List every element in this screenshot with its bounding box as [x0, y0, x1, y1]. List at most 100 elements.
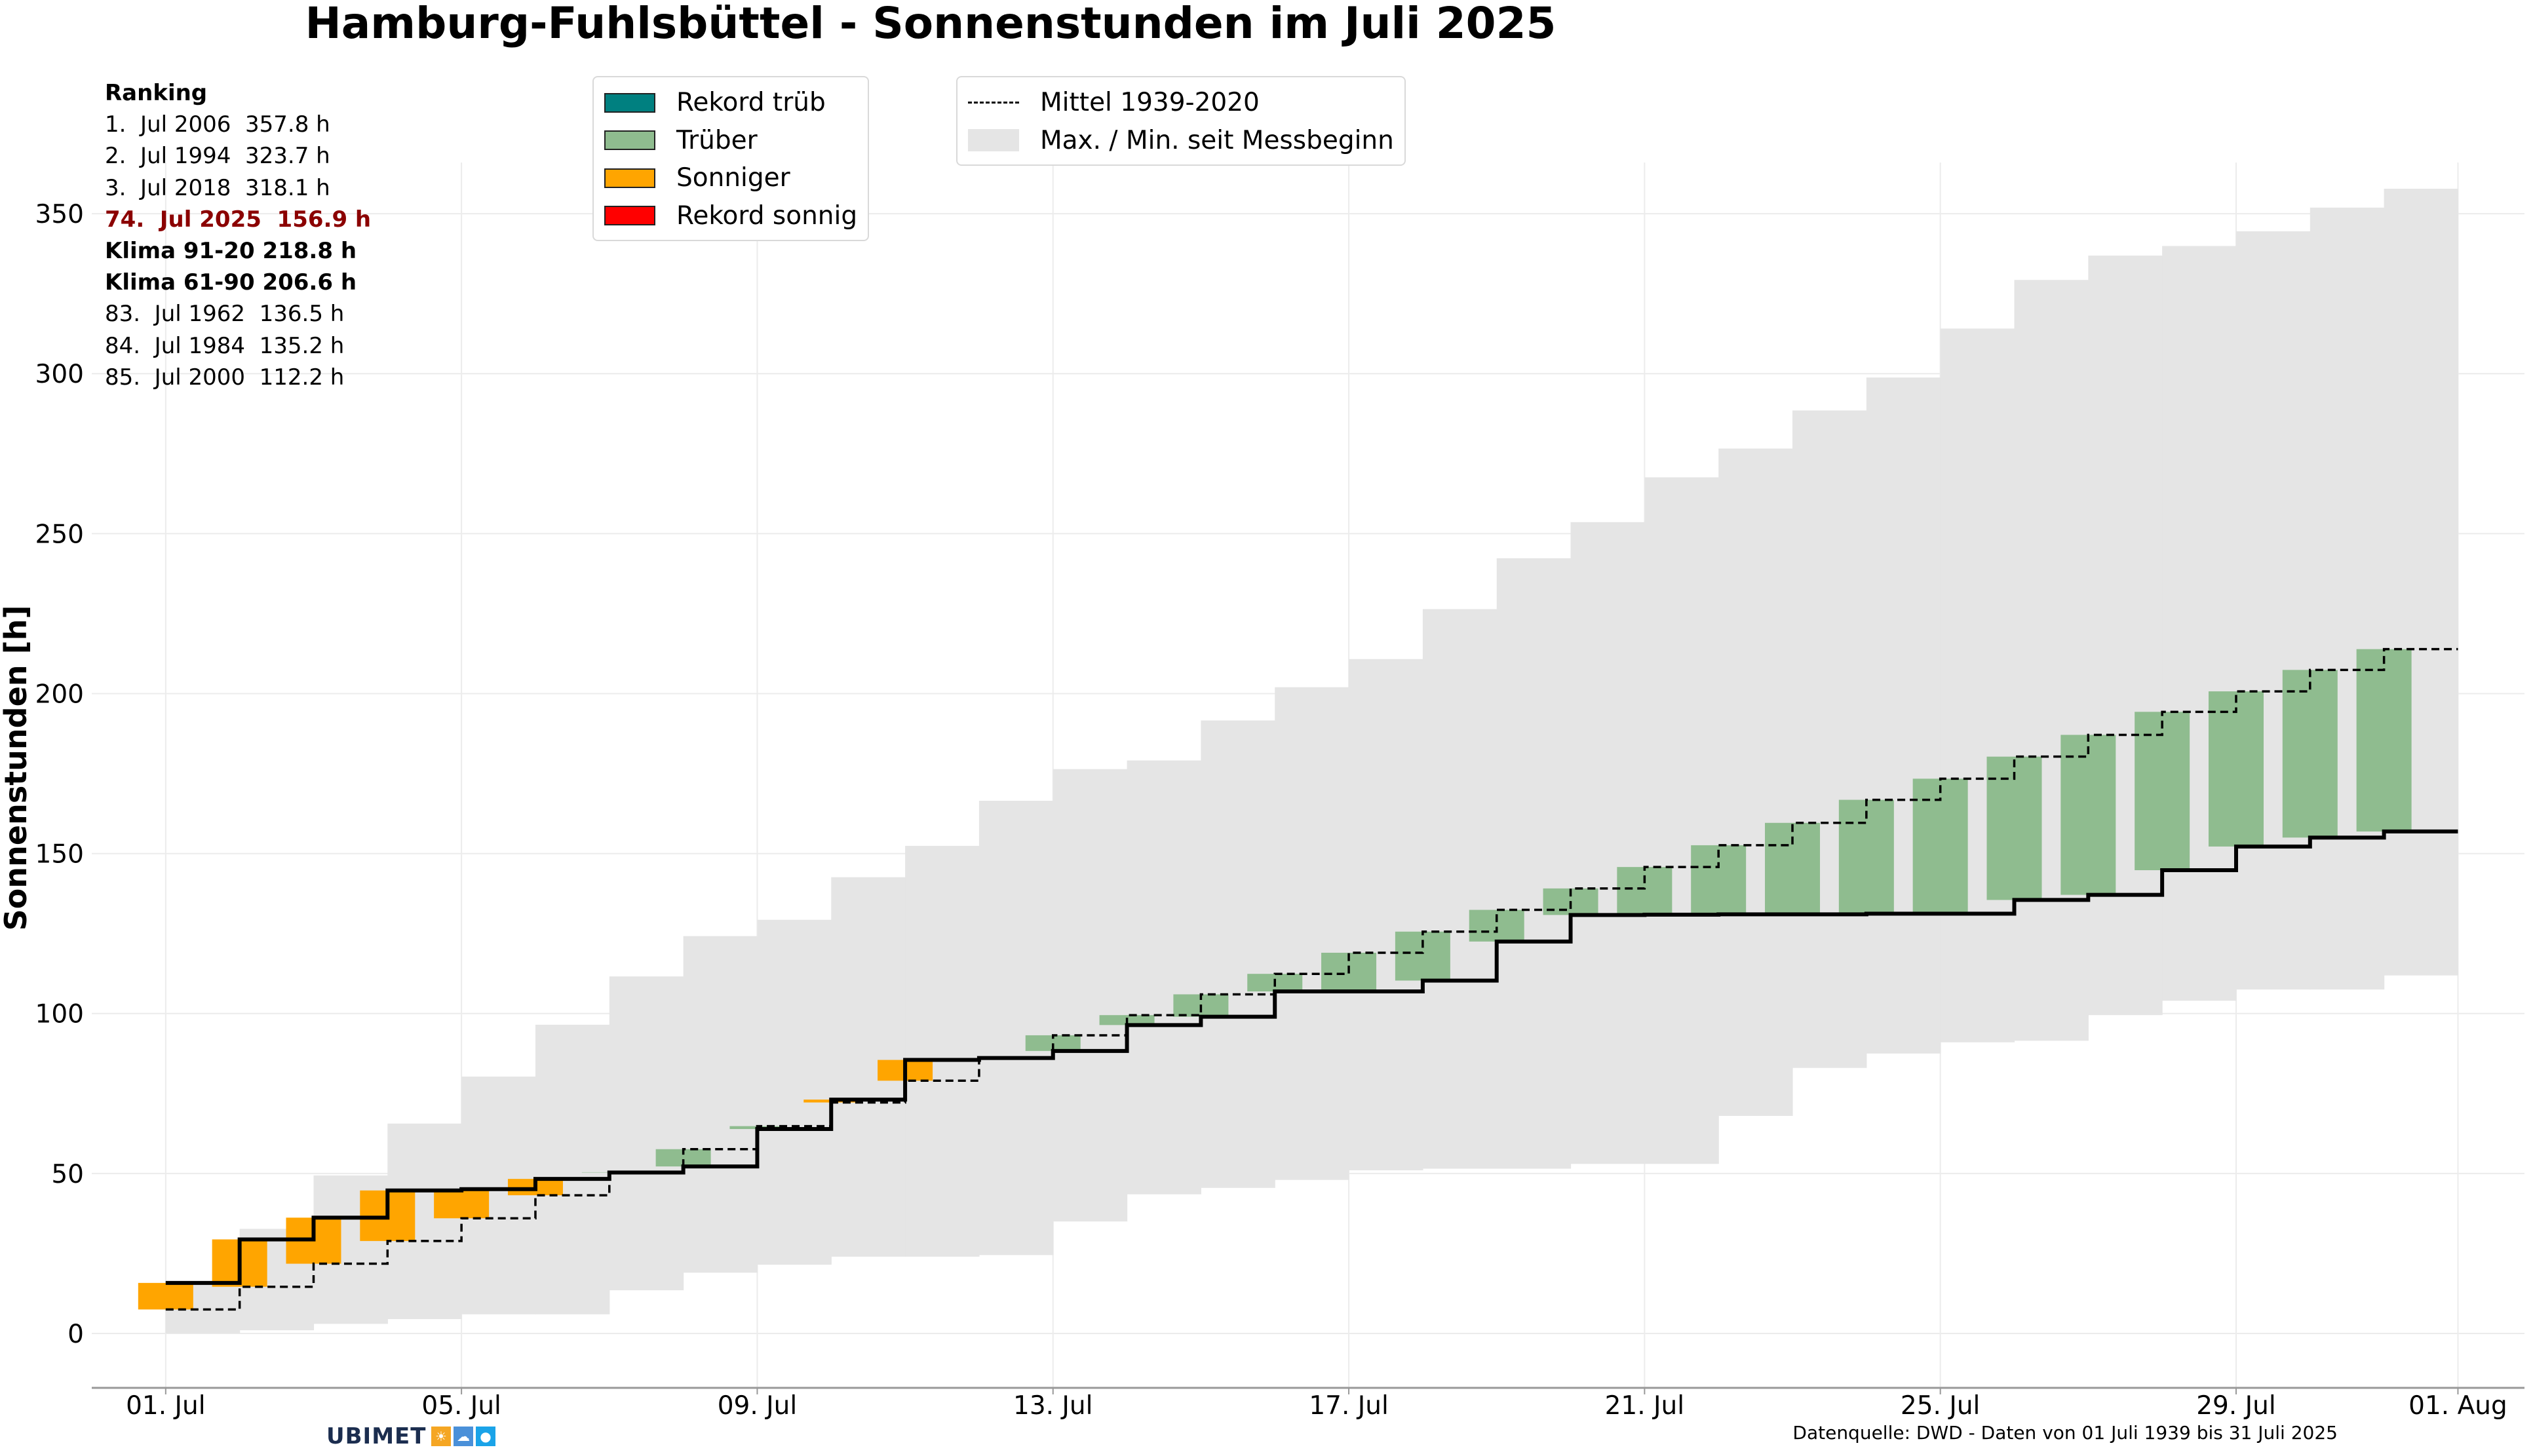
difference-bar — [138, 1282, 193, 1310]
band-segment — [1792, 410, 1867, 1068]
ranking-entry: 3. Jul 2018 318.1 h — [105, 174, 330, 201]
band-segment — [2162, 246, 2237, 1001]
y-tick-label: 300 — [35, 360, 84, 389]
x-tick-label: 05. Jul — [421, 1391, 501, 1421]
band-segment — [2310, 207, 2385, 990]
difference-bar — [2356, 649, 2412, 832]
ranking-entries: 1. Jul 2006 357.8 h 2. Jul 1994 323.7 h 3.… — [105, 109, 371, 393]
band-segment — [1275, 687, 1349, 1180]
difference-bar — [2135, 712, 2190, 871]
band-segment — [1422, 609, 1498, 1169]
y-tick-label: 100 — [35, 1000, 84, 1029]
axes: 0 50 100 150 200 250 300 350 01. Jul 05. Jul 09. J… — [35, 200, 2524, 1421]
y-tick-label: 0 — [68, 1320, 84, 1349]
difference-bar — [1617, 867, 1673, 915]
band-segment — [1053, 769, 1128, 1222]
actual-line — [165, 829, 2458, 1285]
band-segment — [609, 976, 684, 1291]
difference-bar — [2060, 735, 2116, 895]
band-segment — [2014, 280, 2089, 1041]
cloud-icon: ☁ — [454, 1427, 474, 1446]
legend-item-mittel: Mittel 1939-2020 — [968, 84, 1394, 122]
drop-icon: ● — [476, 1427, 496, 1446]
legend-item-rekord-sonnig: Rekord sonnig — [604, 197, 857, 235]
x-tick-label: 13. Jul — [1013, 1391, 1092, 1421]
band-segment — [1940, 328, 2015, 1043]
ranking-box: Ranking 1. Jul 2006 357.8 h 2. Jul 1994 3… — [105, 77, 371, 393]
band-segment — [1866, 377, 1941, 1054]
x-tick-label: 25. Jul — [1901, 1391, 1980, 1421]
legend-swatch-max-min — [968, 129, 1019, 152]
band-segment — [757, 919, 832, 1265]
x-tick-label: 29. Jul — [2196, 1391, 2275, 1421]
band-segment — [2088, 256, 2163, 1016]
difference-bar — [2208, 691, 2264, 847]
difference-bar — [1912, 778, 1968, 914]
legend-item-rekord-trueb: Rekord trüb — [604, 84, 857, 122]
legend-swatch-rekord-sonnig — [604, 206, 655, 226]
logo-text-ubi: UBI — [326, 1423, 372, 1449]
legend-label-sonniger: Sonniger — [676, 163, 790, 193]
legend-swatch-rekord-trueb — [604, 92, 655, 113]
legend-label-rekord-trueb: Rekord trüb — [676, 88, 826, 117]
x-tick-label: 01. Jul — [126, 1391, 205, 1421]
band-segment — [1127, 760, 1202, 1195]
chart-title: Hamburg-Fuhlsbüttel - Sonnenstunden im J… — [305, 0, 1557, 48]
y-tick-label: 250 — [35, 520, 84, 549]
legend-item-sonniger: Sonniger — [604, 159, 857, 197]
max-min-band — [165, 189, 2459, 1333]
legend-lines: Mittel 1939-2020 Max. / Min. seit Messbe… — [956, 76, 1406, 166]
band-segment — [535, 1024, 610, 1314]
band-segment — [1349, 659, 1423, 1170]
legend-swatch-trueber — [604, 130, 655, 151]
band-segment — [978, 801, 1054, 1255]
actual-step-line — [165, 829, 2458, 1285]
ranking-entry: 1. Jul 2006 357.8 h — [105, 111, 330, 138]
band-segment — [1570, 522, 1645, 1164]
ranking-entry: Klima 91-20 218.8 h — [105, 238, 357, 265]
legend-label-trueber: Trüber — [676, 125, 758, 155]
data-source: Datenquelle: DWD - Daten von 01 Juli 193… — [1792, 1422, 2338, 1444]
band-segment — [1644, 477, 1719, 1164]
difference-bar — [434, 1189, 490, 1219]
ranking-entry: 83. Jul 1962 136.5 h — [105, 301, 345, 328]
legend-categories: Rekord trüb Trüber Sonniger Rekord sonni… — [592, 76, 870, 241]
x-tick-label: 09. Jul — [718, 1391, 797, 1421]
legend-swatch-mittel — [968, 102, 1019, 104]
x-tick-label: 01. Aug — [2408, 1391, 2507, 1421]
difference-bar — [1838, 799, 1894, 914]
ranking-entry: 2. Jul 1994 323.7 h — [105, 143, 330, 170]
difference-bar — [1395, 931, 1450, 981]
legend-label-rekord-sonnig: Rekord sonnig — [676, 201, 858, 231]
ranking-title: Ranking — [105, 80, 208, 106]
ranking-entry: 84. Jul 1984 135.2 h — [105, 332, 345, 359]
x-tick-label: 21. Jul — [1605, 1391, 1684, 1421]
ranking-entry: Klima 61-90 206.6 h — [105, 269, 357, 296]
difference-bar — [2282, 670, 2338, 838]
band-segment — [1496, 558, 1572, 1169]
ubimet-logo: UBI MET ☀ ☁ ● — [326, 1423, 496, 1449]
logo-text-met: MET — [372, 1423, 427, 1449]
band-segment — [683, 936, 758, 1273]
band-segment — [2235, 231, 2311, 990]
legend-item-max-min: Max. / Min. seit Messbeginn — [968, 122, 1394, 160]
legend-label-max-min: Max. / Min. seit Messbeginn — [1040, 125, 1394, 155]
y-axis-label: Sonnenstunden [h] — [0, 605, 33, 931]
x-tick-label: 17. Jul — [1309, 1391, 1388, 1421]
difference-bar — [1986, 756, 2042, 900]
legend-swatch-sonniger — [604, 168, 655, 188]
y-tick-label: 150 — [35, 840, 84, 870]
y-tick-label: 350 — [35, 200, 84, 229]
difference-bar — [1025, 1035, 1081, 1051]
y-tick-label: 200 — [35, 680, 84, 709]
band-segment — [1718, 448, 1793, 1116]
band-segment — [2384, 189, 2459, 976]
legend-item-trueber: Trüber — [604, 122, 857, 160]
legend-label-mittel: Mittel 1939-2020 — [1040, 88, 1260, 117]
band-segment — [905, 845, 980, 1257]
band-segment — [1201, 720, 1275, 1188]
ranking-entry: 74. Jul 2025 156.9 h — [105, 206, 372, 233]
sun-icon: ☀ — [431, 1427, 452, 1446]
ranking-entry: 85. Jul 2000 112.2 h — [105, 364, 345, 391]
